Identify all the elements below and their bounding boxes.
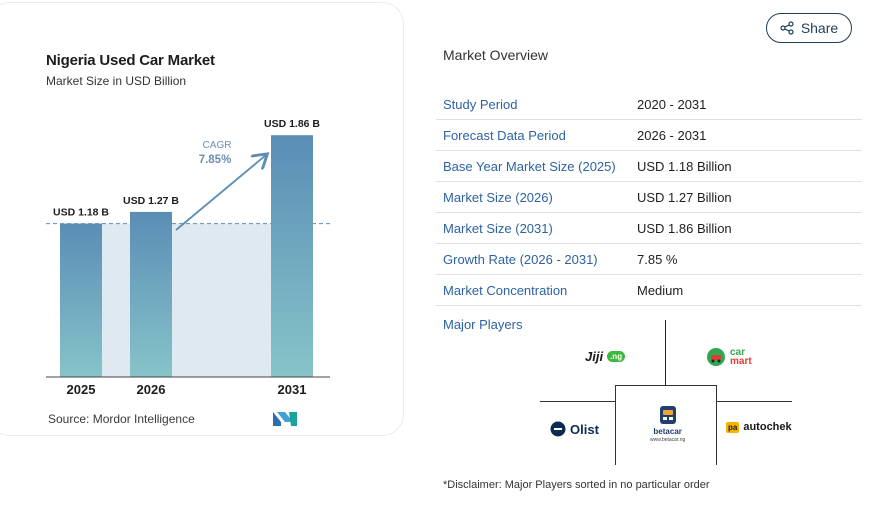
betacar-url: www.betacar.ng	[650, 437, 686, 443]
base-level-shade	[60, 223, 313, 377]
share-label: Share	[800, 20, 839, 36]
overview-value: USD 1.27 Billion	[637, 189, 732, 205]
share-button[interactable]: Share	[766, 13, 852, 43]
overview-row: Market Size (2031) USD 1.86 Billion	[436, 213, 862, 244]
overview-key[interactable]: Market Concentration	[443, 282, 568, 298]
overview-key[interactable]: Base Year Market Size (2025)	[443, 158, 616, 174]
x-tick-label: 2031	[278, 382, 307, 397]
overview-title: Market Overview	[443, 47, 549, 63]
overview-key[interactable]: Market Size (2026)	[443, 189, 553, 205]
olist-icon	[550, 421, 566, 437]
overview-key[interactable]: Market Size (2031)	[443, 220, 553, 236]
overview-table: Study Period 2020 - 2031 Forecast Data Per…	[436, 89, 862, 306]
overview-key[interactable]: Forecast Data Period	[443, 127, 566, 143]
jiji-wordmark: Jiji	[585, 349, 604, 364]
major-players-grid: Jiji .ng car mart Olist betacar	[540, 320, 792, 465]
olist-wordmark: Olist	[570, 421, 599, 437]
mordor-logo-icon	[273, 412, 297, 426]
overview-value: USD 1.18 Billion	[637, 158, 732, 174]
autochek-wordmark: autochek	[743, 421, 792, 433]
olist-logo[interactable]: Olist	[550, 421, 599, 437]
overview-row: Forecast Data Period 2026 - 2031	[436, 120, 862, 151]
betacar-icon	[659, 406, 676, 424]
autochek-badge: pa	[726, 421, 740, 433]
chart-source: Source: Mordor Intelligence	[48, 412, 195, 426]
overview-row: Base Year Market Size (2025) USD 1.18 Bil…	[436, 151, 862, 182]
cagr-value: 7.85%	[199, 154, 232, 166]
source-label: Source:	[48, 412, 90, 426]
bar-data-label: USD 1.86 B	[264, 118, 320, 130]
divider	[665, 320, 666, 385]
overview-value: Medium	[637, 282, 684, 298]
major-players-title: Major Players	[443, 317, 523, 332]
betacar-wordmark: betacar	[653, 427, 682, 436]
x-tick-label: 2025	[67, 382, 96, 397]
overview-row: Market Size (2026) USD 1.27 Billion	[436, 182, 862, 213]
source-name: Mordor Intelligence	[92, 412, 195, 426]
bar	[271, 135, 313, 377]
overview-row: Study Period 2020 - 2031	[436, 89, 862, 120]
jiji-badge: .ng	[607, 351, 626, 362]
bar-chart: USD 1.18 B 2025 USD 1.27 B 2026 USD 1.86 B 20…	[46, 118, 330, 397]
carmart-logo[interactable]: car mart	[706, 347, 752, 367]
overview-value: USD 1.86 Billion	[637, 220, 732, 236]
betacar-logo[interactable]: betacar www.betacar.ng	[650, 404, 685, 443]
overview-value: 2026 - 2031	[637, 127, 707, 143]
center-player-box	[615, 385, 717, 465]
overview-row: Growth Rate (2026 - 2031) 7.85 %	[436, 244, 862, 275]
disclaimer: *Disclaimer: Major Players sorted in no …	[443, 479, 710, 491]
jiji-logo[interactable]: Jiji .ng	[585, 349, 626, 364]
bar	[60, 223, 102, 377]
autochek-logo[interactable]: pa autochek	[726, 421, 792, 433]
share-icon	[780, 21, 794, 35]
overview-key[interactable]: Study Period	[443, 96, 518, 112]
overview-row: Market Concentration Medium	[436, 275, 862, 306]
overview-key[interactable]: Growth Rate (2026 - 2031)	[443, 251, 598, 267]
carmart-word-car: car	[730, 347, 746, 358]
overview-value: 2020 - 2031	[637, 96, 707, 112]
cagr-label: CAGR	[203, 140, 232, 151]
overview-value: 7.85 %	[637, 251, 678, 267]
carmart-word-mart: mart	[730, 356, 752, 367]
x-tick-label: 2026	[137, 382, 166, 397]
bar-data-label: USD 1.27 B	[123, 195, 179, 207]
bar-data-label: USD 1.18 B	[53, 207, 109, 219]
chart-title: Nigeria Used Car Market	[46, 52, 215, 69]
bar	[130, 211, 172, 377]
chart-subtitle: Market Size in USD Billion	[46, 74, 187, 88]
cagr-arrow	[175, 155, 266, 231]
carmart-icon	[707, 348, 725, 366]
